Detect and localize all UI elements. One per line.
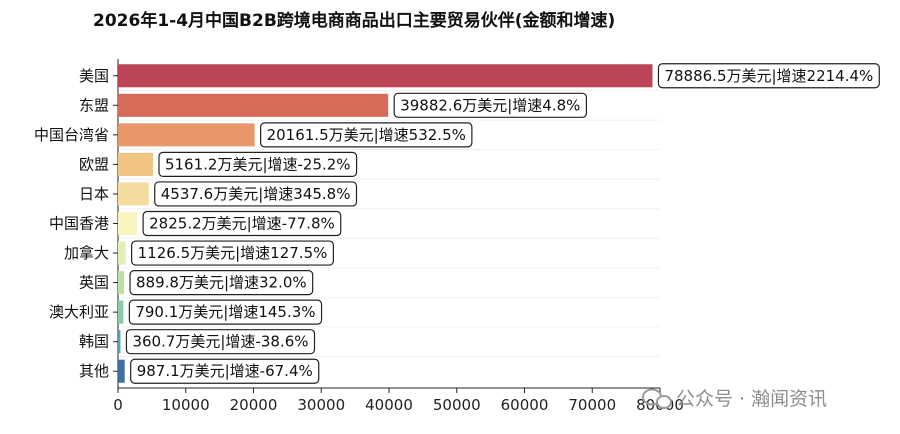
bar <box>118 211 138 236</box>
data-label-box <box>125 329 316 355</box>
data-label: 1126.5万美元|增速127.5% <box>138 244 328 262</box>
data-label: 987.1万美元|增速-67.4% <box>137 362 313 380</box>
data-label-box <box>154 181 358 207</box>
y-tick-label: 韩国 <box>79 333 109 351</box>
data-label-box <box>393 92 588 118</box>
data-label-box <box>259 122 473 148</box>
x-tick-label: 70000 <box>568 396 616 414</box>
x-tick-label: 10000 <box>162 396 210 414</box>
x-tick-label: 20000 <box>230 396 278 414</box>
bar <box>118 359 125 383</box>
bar <box>118 123 255 147</box>
x-tick-label: 60000 <box>501 396 549 414</box>
data-label-box <box>129 269 314 296</box>
y-tick-label: 中国香港 <box>49 215 109 233</box>
y-tick-label: 加拿大 <box>64 244 109 262</box>
chart-title: 2026年1-4月中国B2B跨境电商商品出口主要贸易伙伴(金额和增速) <box>93 10 615 31</box>
data-label: 5161.2万美元|增速-25.2% <box>165 155 351 173</box>
y-tick-label: 英国 <box>79 274 109 292</box>
y-tick-label: 中国台湾省 <box>34 126 109 144</box>
x-tick-label: 50000 <box>433 396 481 414</box>
data-label-box <box>158 151 358 178</box>
bar <box>118 241 126 265</box>
data-label-box <box>142 210 342 237</box>
y-tick-label: 其他 <box>79 362 109 380</box>
data-label: 360.7万美元|增速-38.6% <box>132 333 308 351</box>
data-label: 4537.6万美元|增速345.8% <box>161 185 351 203</box>
watermark-text: 公众号 · 瀚闻资讯 <box>676 388 827 410</box>
data-label-box <box>130 358 320 384</box>
data-label-box <box>657 63 880 89</box>
data-label: 790.1万美元|增速145.3% <box>135 303 315 321</box>
bar <box>118 152 153 176</box>
y-tick-label: 日本 <box>79 185 109 203</box>
data-label-box <box>128 299 323 325</box>
bar <box>118 330 121 354</box>
watermark: 公众号 · 瀚闻资讯 <box>642 388 827 410</box>
x-tick-label: 0 <box>113 396 123 414</box>
y-tick-label: 澳大利亚 <box>49 303 109 321</box>
wechat-icon <box>642 388 672 409</box>
y-tick-label: 欧盟 <box>79 155 109 173</box>
data-label: 889.8万美元|增速32.0% <box>136 274 307 292</box>
bar <box>118 93 389 117</box>
data-label: 78886.5万美元|增速2214.4% <box>664 67 873 85</box>
data-label: 39882.6万美元|增速4.8% <box>400 96 580 114</box>
y-tick-label: 东盟 <box>79 96 109 114</box>
data-label: 20161.5万美元|增速532.5% <box>267 126 466 144</box>
bar <box>118 182 149 206</box>
bar <box>118 271 125 295</box>
bar <box>118 64 653 88</box>
data-label: 2825.2万美元|增速-77.8% <box>149 215 335 233</box>
bar <box>118 300 124 324</box>
y-tick-label: 美国 <box>79 67 109 85</box>
x-tick-label: 40000 <box>365 396 413 414</box>
x-tick-label: 30000 <box>297 396 345 414</box>
data-label-box <box>131 240 334 266</box>
